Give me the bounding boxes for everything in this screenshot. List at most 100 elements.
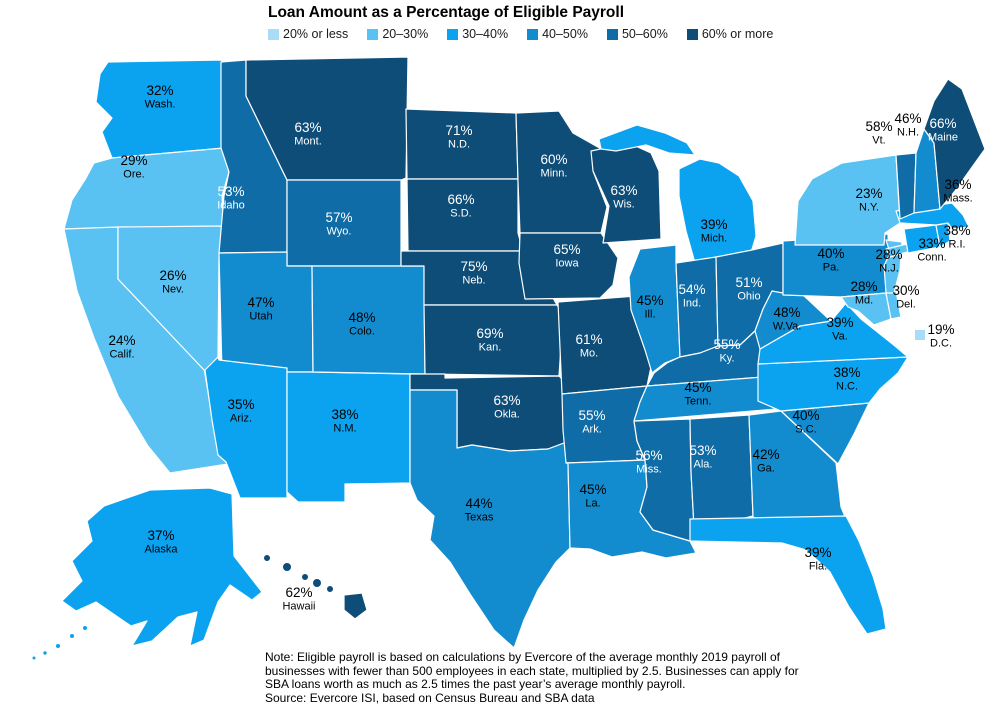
state-abbr: Wyo. bbox=[327, 226, 352, 238]
state-abbr: Miss. bbox=[636, 464, 662, 476]
state-label-massachusetts: 36%Mass. bbox=[943, 177, 972, 205]
state-shape-alaska bbox=[61, 487, 263, 647]
legend-item-2: 20–30% bbox=[367, 27, 428, 41]
state-label-maryland: 28%Md. bbox=[850, 279, 877, 307]
state-label-washington: 32%Wash. bbox=[145, 83, 176, 111]
state-shape-illinois bbox=[628, 244, 681, 374]
state-abbr: Hawaii bbox=[282, 601, 315, 613]
state-label-alabama: 53%Ala. bbox=[689, 443, 716, 471]
state-abbr: Va. bbox=[832, 331, 848, 343]
state-label-north-carolina: 38%N.C. bbox=[833, 365, 860, 393]
state-label-west-virginia: 48%W.Va. bbox=[773, 305, 802, 333]
state-value: 45% bbox=[636, 293, 663, 308]
state-island-hawaii bbox=[313, 579, 321, 587]
state-abbr: Mass. bbox=[943, 193, 972, 205]
state-value: 54% bbox=[678, 282, 705, 297]
state-label-pennsylvania: 40%Pa. bbox=[817, 246, 844, 274]
state-value: 53% bbox=[217, 184, 244, 199]
legend-item-label: 20% or less bbox=[283, 27, 349, 41]
state-label-nebraska: 75%Neb. bbox=[460, 259, 487, 287]
state-value: 62% bbox=[285, 585, 312, 600]
state-value: 39% bbox=[826, 315, 853, 330]
state-label-arizona: 35%Ariz. bbox=[227, 397, 254, 425]
dc-swatch-icon bbox=[915, 330, 925, 340]
state-value: 38% bbox=[943, 223, 970, 238]
state-maine bbox=[923, 78, 986, 210]
legend-item-label: 30–40% bbox=[462, 27, 509, 41]
state-florida bbox=[689, 515, 887, 635]
state-abbr: Minn. bbox=[541, 168, 568, 180]
state-abbr: N.M. bbox=[333, 423, 356, 435]
state-value: 55% bbox=[578, 408, 605, 423]
state-abbr: Mo. bbox=[580, 348, 598, 360]
state-value: 33% bbox=[918, 236, 945, 251]
state-abbr: Nev. bbox=[162, 284, 184, 296]
note-text: Note: Eligible payroll is based on calcu… bbox=[265, 650, 799, 692]
state-abbr: Colo. bbox=[349, 326, 375, 338]
state-shape-new-mexico bbox=[286, 371, 411, 503]
state-value: 40% bbox=[817, 246, 844, 261]
state-label-idaho: 53%Idaho bbox=[217, 184, 245, 212]
state-island-hawaii bbox=[283, 563, 291, 571]
state-value: 56% bbox=[635, 448, 662, 463]
state-value: 39% bbox=[700, 217, 727, 232]
state-shape-minnesota bbox=[515, 110, 620, 234]
state-value: 36% bbox=[944, 177, 971, 192]
state-value: 60% bbox=[540, 152, 567, 167]
state-value: 30% bbox=[892, 283, 919, 298]
state-abbr: Pa. bbox=[823, 262, 840, 274]
state-label-florida: 39%Fla. bbox=[804, 545, 831, 573]
state-label-connecticut: 33%Conn. bbox=[917, 236, 946, 264]
state-abbr: Ariz. bbox=[230, 413, 252, 425]
state-label-kentucky: 55%Ky. bbox=[713, 337, 740, 365]
state-abbr: Utah bbox=[249, 311, 272, 323]
state-label-new-hampshire: 46%N.H. bbox=[894, 111, 921, 139]
state-label-south-carolina: 40%S.C. bbox=[792, 408, 819, 436]
state-label-tennessee: 45%Tenn. bbox=[684, 380, 711, 408]
state-value: 35% bbox=[227, 397, 254, 412]
state-abbr: Ind. bbox=[683, 298, 701, 310]
state-island-hawaii bbox=[264, 555, 270, 561]
state-abbr: Ga. bbox=[757, 463, 775, 475]
source-text: Source: Evercore ISI, based on Census Bu… bbox=[265, 690, 595, 705]
state-abbr: Calif. bbox=[109, 349, 134, 361]
header: Loan Amount as a Percentage of Eligible … bbox=[268, 4, 968, 22]
state-shape-maine bbox=[923, 78, 986, 210]
state-value: 39% bbox=[804, 545, 831, 560]
state-label-wisconsin: 63%Wis. bbox=[610, 183, 637, 211]
state-value: 32% bbox=[146, 83, 173, 98]
state-island-hawaii bbox=[302, 574, 308, 580]
state-abbr: Ark. bbox=[582, 424, 602, 436]
state-value: 29% bbox=[120, 153, 147, 168]
state-value: 40% bbox=[792, 408, 819, 423]
state-island-alaska bbox=[70, 634, 74, 638]
state-value: 66% bbox=[447, 192, 474, 207]
state-label-oklahoma: 63%Okla. bbox=[493, 393, 520, 421]
state-label-oregon: 29%Ore. bbox=[120, 153, 147, 181]
state-abbr: Md. bbox=[855, 295, 873, 307]
state-abbr: Maine bbox=[928, 132, 958, 144]
state-abbr: S.C. bbox=[795, 424, 816, 436]
state-texas bbox=[409, 389, 573, 649]
state-abbr: Wis. bbox=[613, 199, 634, 211]
state-value: 19% bbox=[927, 322, 954, 337]
state-label-south-dakota: 66%S.D. bbox=[447, 192, 474, 220]
state-value: 61% bbox=[575, 332, 602, 347]
state-abbr: N.D. bbox=[448, 139, 470, 151]
state-value: 51% bbox=[735, 275, 762, 290]
state-shape-vermont bbox=[895, 152, 917, 220]
legend-item-1: 20% or less bbox=[268, 27, 348, 41]
state-label-minnesota: 60%Minn. bbox=[540, 152, 567, 180]
state-value: 63% bbox=[493, 393, 520, 408]
state-abbr: N.C. bbox=[836, 381, 858, 393]
state-value: 38% bbox=[833, 365, 860, 380]
state-minnesota bbox=[515, 110, 620, 234]
state-value: 28% bbox=[850, 279, 877, 294]
legend: 20% or less 20–30% 30–40% 40–50% 50–60% 60% o… bbox=[268, 27, 773, 41]
state-abbr: Ky. bbox=[719, 353, 734, 365]
state-abbr: S.D. bbox=[450, 208, 471, 220]
state-arizona bbox=[204, 356, 288, 499]
state-label-arkansas: 55%Ark. bbox=[578, 408, 605, 436]
legend-swatch-icon bbox=[527, 28, 539, 40]
